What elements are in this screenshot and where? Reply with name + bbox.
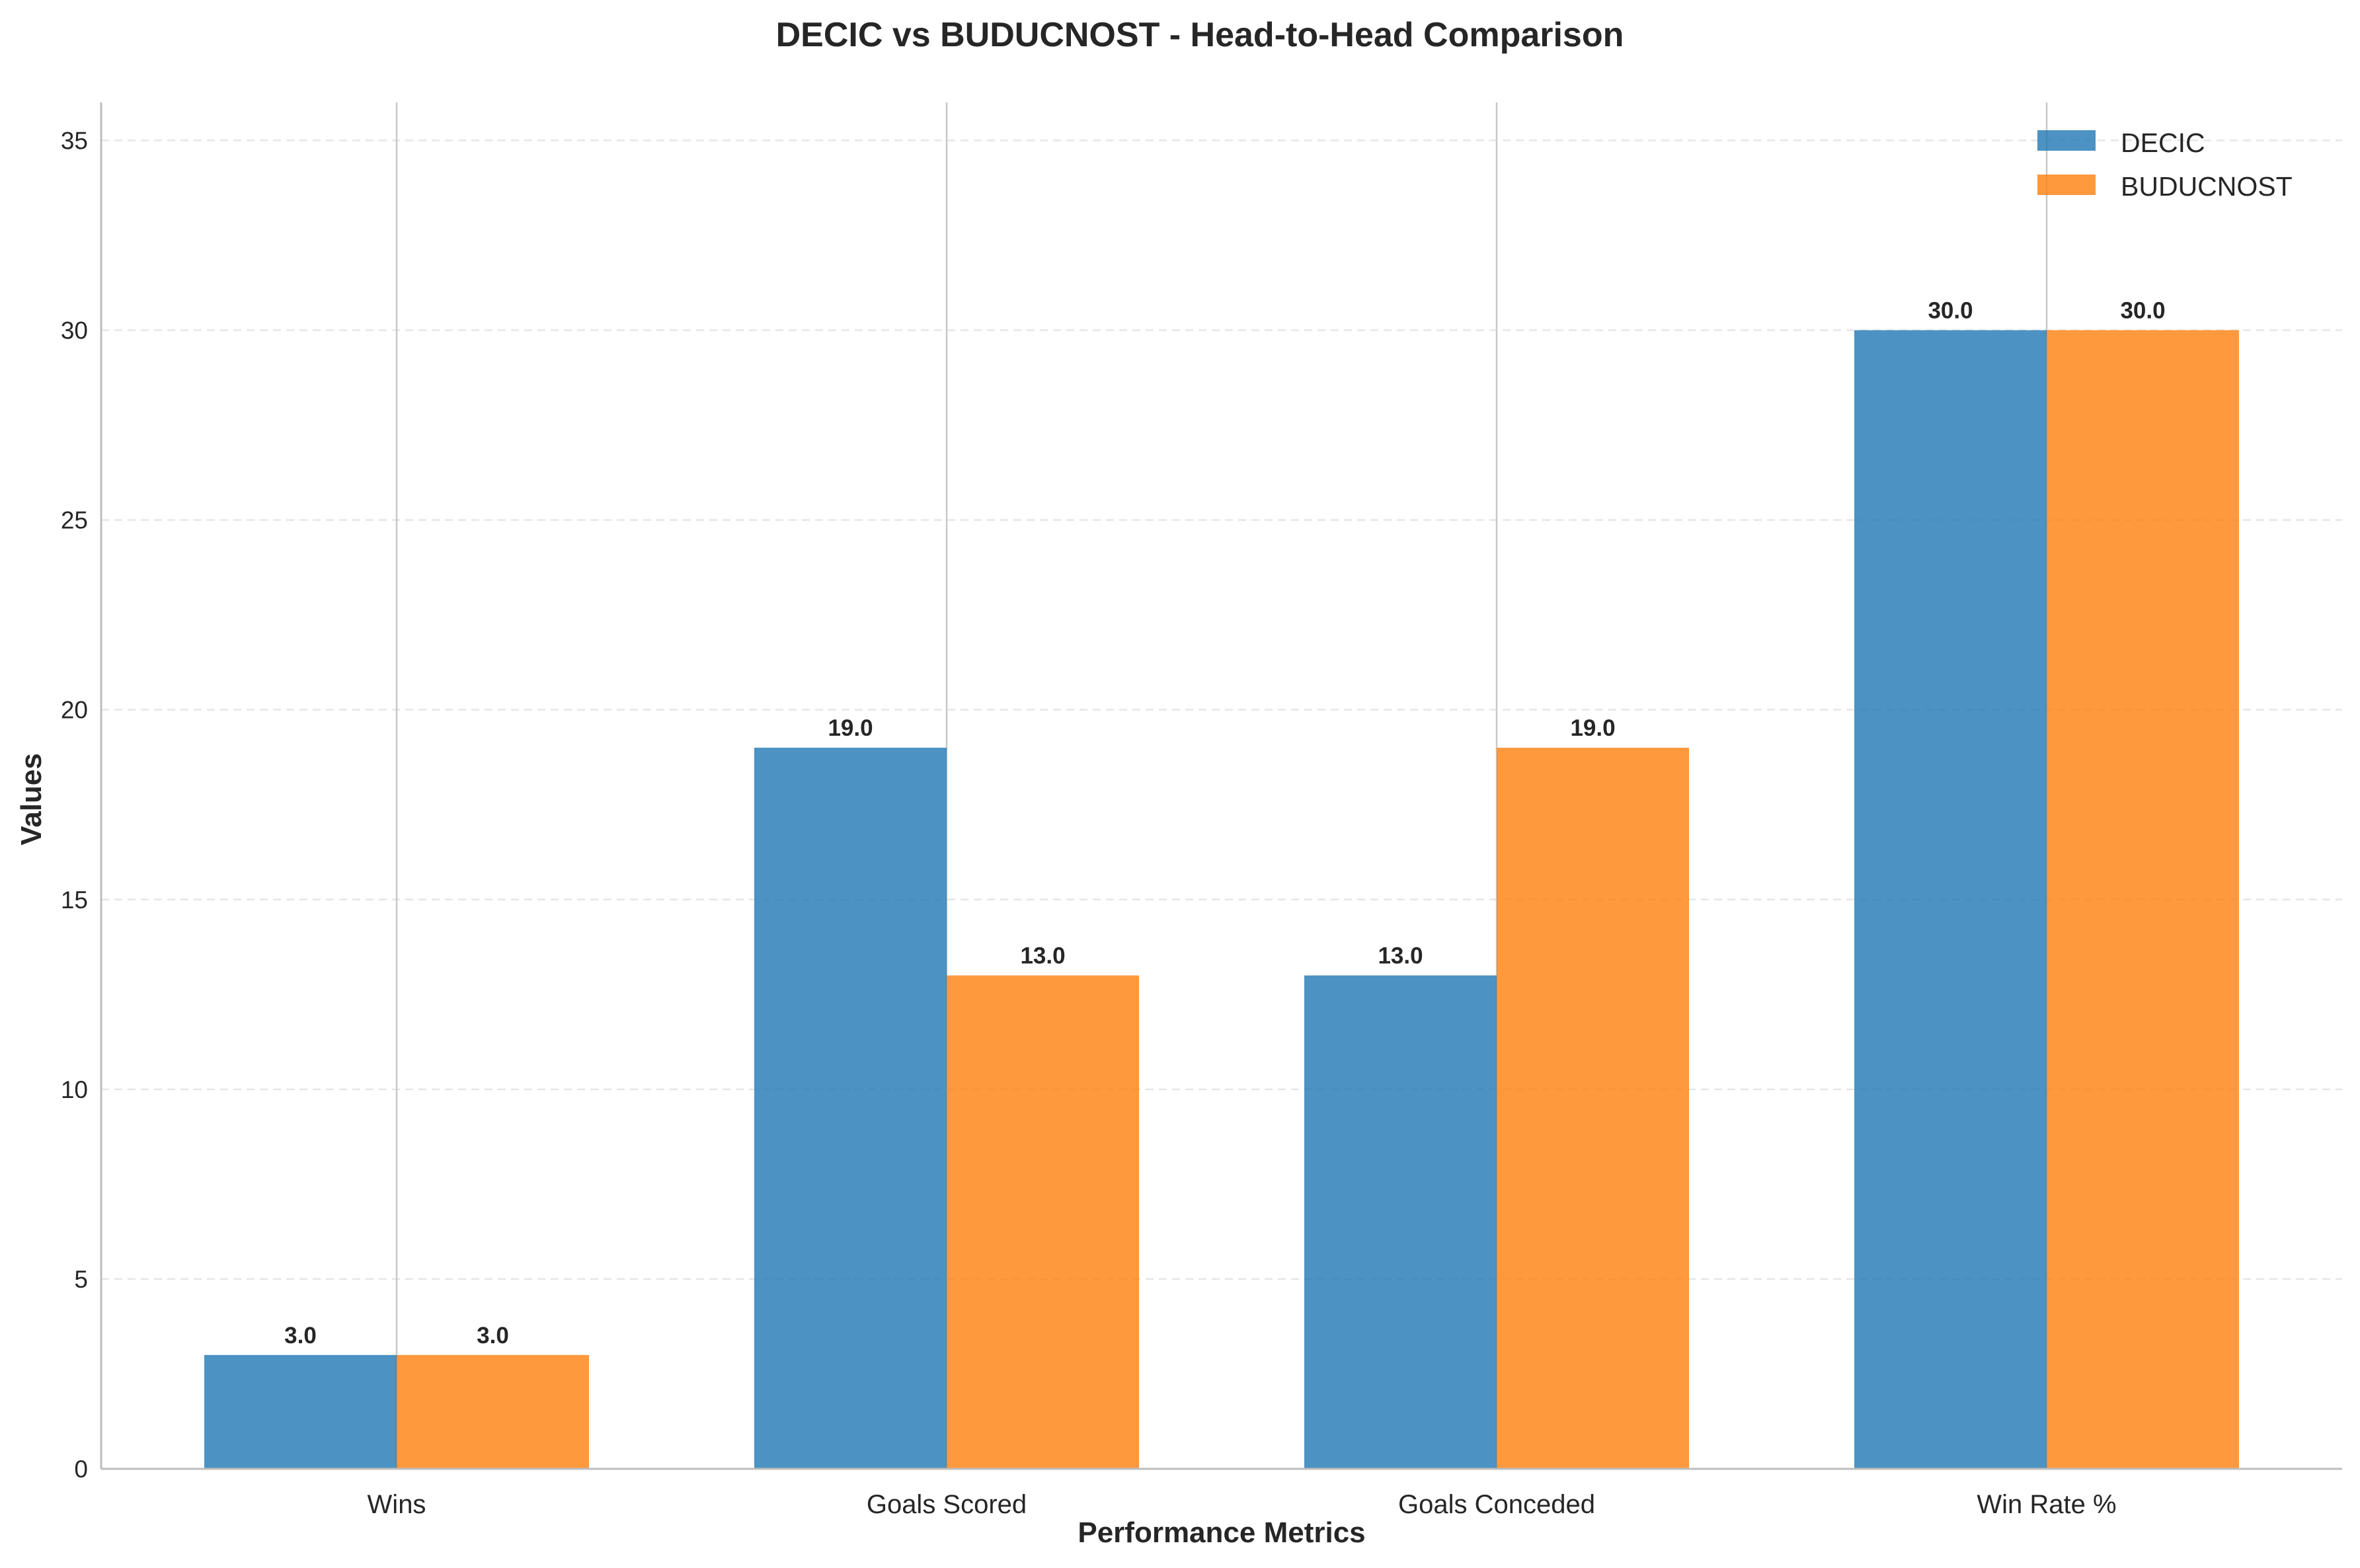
legend-label-decic: DECIC (2121, 128, 2205, 158)
bar-value-label: 30.0 (2120, 298, 2165, 324)
bar-buducnost-wins (397, 1354, 589, 1469)
bar-buducnost-win-rate (2047, 330, 2239, 1469)
bar-value-label: 3.0 (477, 1323, 509, 1349)
x-tick-label: Win Rate % (1977, 1490, 2116, 1519)
bar-decic-win-rate (1854, 330, 2047, 1469)
y-tick-label: 30 (61, 317, 88, 344)
legend-swatch-decic (2037, 130, 2096, 151)
bar-value-label: 13.0 (1020, 943, 1065, 969)
y-tick-label: 10 (61, 1076, 88, 1103)
bar-decic-goals-conceded (1304, 975, 1497, 1469)
legend-swatch-buducnost (2037, 175, 2096, 195)
y-tick-label: 0 (74, 1456, 88, 1483)
x-tick-label: Goals Conceded (1398, 1490, 1595, 1519)
bar-value-label: 30.0 (1928, 298, 1973, 324)
y-tick-label: 5 (74, 1266, 88, 1293)
y-tick-label: 15 (61, 886, 88, 914)
y-tick-label: 35 (61, 127, 88, 154)
y-tick-label: 25 (61, 507, 88, 534)
y-axis-label: Values (15, 753, 48, 845)
bar-value-label: 19.0 (828, 715, 873, 741)
y-tick-label: 20 (61, 697, 88, 724)
x-tick-label: Goals Scored (867, 1490, 1027, 1519)
bar-value-label: 19.0 (1570, 715, 1615, 741)
bar-decic-wins (204, 1354, 397, 1469)
x-tick-label: Wins (368, 1490, 426, 1519)
legend: DECIC BUDUCNOST (2037, 128, 2293, 202)
value-labels: 3.0 19.0 13.0 30.0 3.0 13.0 19.0 30.0 (284, 298, 2165, 1349)
x-axis-label: Performance Metrics (1078, 1516, 1365, 1549)
chart-title: DECIC vs BUDUCNOST - Head-to-Head Compar… (776, 16, 1624, 54)
legend-label-buducnost: BUDUCNOST (2121, 171, 2293, 202)
bars (204, 330, 2239, 1469)
axes: 0 5 10 15 20 25 30 35 Wins Goals Scored Goals Conc… (61, 102, 2342, 1519)
bar-value-label: 3.0 (284, 1323, 317, 1349)
bar-buducnost-goals-conceded (1497, 748, 1689, 1469)
bar-decic-goals-scored (754, 748, 947, 1469)
bar-buducnost-goals-scored (947, 975, 1139, 1469)
bar-value-label: 13.0 (1378, 943, 1423, 969)
